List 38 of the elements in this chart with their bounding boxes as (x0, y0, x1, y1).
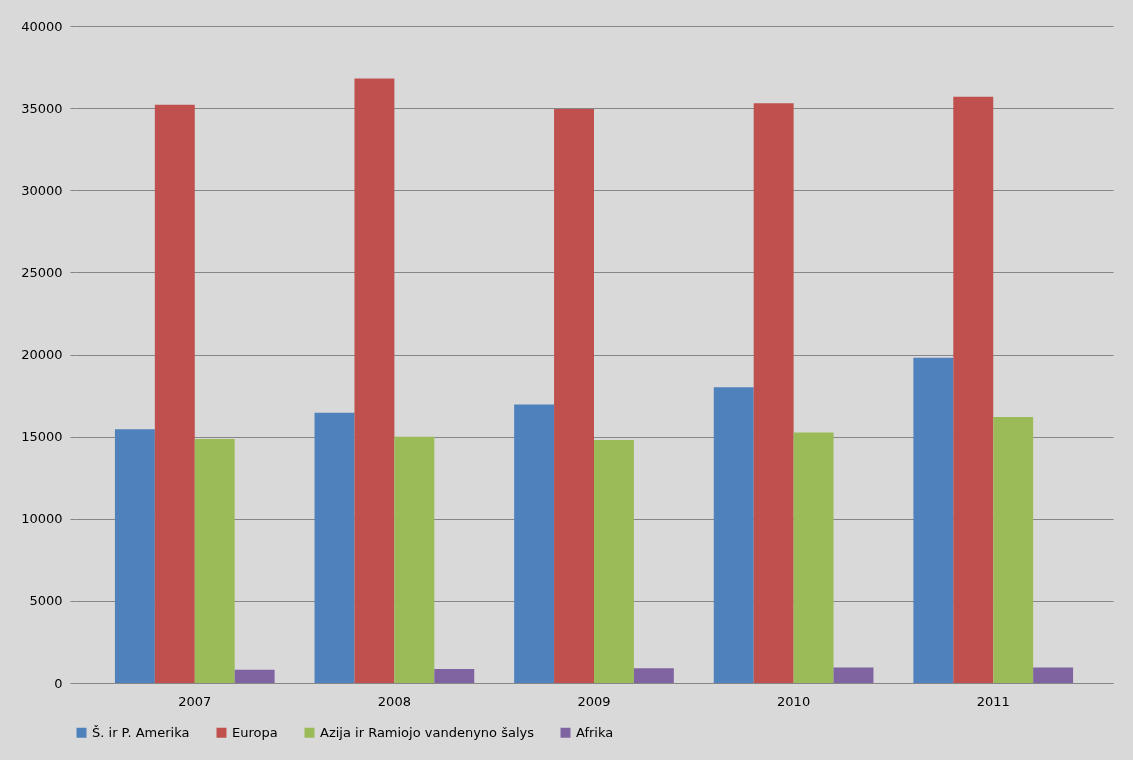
y-tick-label: 5000 (29, 593, 63, 609)
bar (354, 78, 395, 683)
bar (114, 429, 155, 683)
bar (234, 669, 275, 683)
bar (554, 108, 594, 683)
bar (394, 436, 435, 683)
bar (514, 404, 555, 683)
y-tick-label: 35000 (21, 100, 63, 116)
bar (833, 667, 874, 683)
legend-label: Azija ir Ramiojo vandenyno šalys (320, 724, 535, 740)
y-tick-label: 10000 (21, 511, 63, 527)
bar (194, 439, 235, 683)
x-tick-label: 2009 (577, 693, 611, 709)
bar (434, 669, 475, 683)
bar (953, 96, 994, 683)
x-tick-label: 2007 (178, 693, 212, 709)
bar (594, 439, 634, 683)
y-tick-label: 25000 (21, 264, 63, 280)
bar (993, 416, 1034, 683)
y-tick-label: 30000 (21, 182, 63, 198)
bar (314, 412, 355, 683)
bar (633, 668, 674, 683)
legend-label: Afrika (576, 724, 614, 740)
bar (1033, 667, 1074, 683)
y-tick-label: 20000 (21, 347, 63, 362)
legend-label: Europa (232, 724, 278, 740)
bar (753, 103, 794, 683)
y-tick-label: 40000 (21, 18, 63, 34)
y-tick-label: 0 (54, 675, 63, 691)
bar (713, 387, 754, 683)
bar (154, 104, 195, 683)
x-tick-label: 2011 (976, 693, 1010, 709)
bar (793, 432, 834, 683)
y-tick-label: 15000 (21, 429, 63, 445)
legend-label: Š. ir P. Amerika (92, 724, 190, 740)
bar (913, 357, 954, 683)
x-tick-label: 2010 (777, 693, 811, 709)
x-tick-label: 2008 (377, 693, 411, 709)
